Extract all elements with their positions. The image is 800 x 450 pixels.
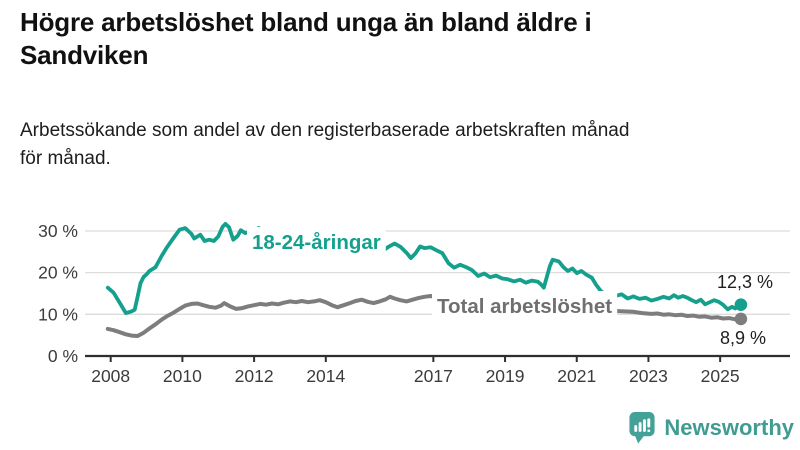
series-line-youth <box>105 221 743 315</box>
newsworthy-logo[interactable]: Newsworthy <box>628 410 794 445</box>
y-tick-label: 0 % <box>48 346 78 366</box>
page-title-line2: Sandviken <box>20 40 149 70</box>
x-tick-label: 2023 <box>629 366 668 386</box>
series-label-total: Total arbetslöshet <box>437 295 612 318</box>
page-subtitle-line2: för månad. <box>20 148 111 169</box>
x-tick-label: 2017 <box>414 366 453 386</box>
page-title: Högre arbetslöshet bland unga än bland ä… <box>20 6 592 72</box>
x-tick-label: 2014 <box>306 366 345 386</box>
series-label-bg-youth <box>247 227 386 258</box>
end-value-youth: 12,3 % <box>717 272 773 292</box>
unemployment-line-chart: 0 % 10 % 20 % 30 % 2008 2010 2012 2014 2017 2019 2… <box>38 221 790 386</box>
series-label-bg-total <box>432 291 618 322</box>
y-tick-label: 10 % <box>38 304 78 324</box>
newsworthy-bubble-chart-icon <box>629 412 655 444</box>
page-subtitle: Arbetssökande som andel av den registerb… <box>20 117 629 173</box>
page-subtitle-line1: Arbetssökande som andel av den registerb… <box>20 120 630 141</box>
x-tick-label: 2010 <box>163 366 202 386</box>
series-line-total <box>105 294 743 338</box>
x-tick-label: 2025 <box>701 366 740 386</box>
x-tick-label: 2008 <box>91 366 130 386</box>
y-tick-label: 20 % <box>38 263 78 283</box>
series-label-youth: 18-24-åringar <box>252 231 381 254</box>
x-tick-label: 2012 <box>235 366 274 386</box>
x-tick-label: 2019 <box>486 366 525 386</box>
end-value-total: 8,9 % <box>720 328 766 348</box>
y-tick-label: 30 % <box>38 221 78 241</box>
end-dot-youth <box>734 298 748 311</box>
x-tick-label: 2021 <box>557 366 596 386</box>
end-dot-total <box>734 312 748 326</box>
page-title-line1: Högre arbetslöshet bland unga än bland ä… <box>20 7 592 37</box>
newsworthy-wordmark: Newsworthy <box>664 414 794 440</box>
